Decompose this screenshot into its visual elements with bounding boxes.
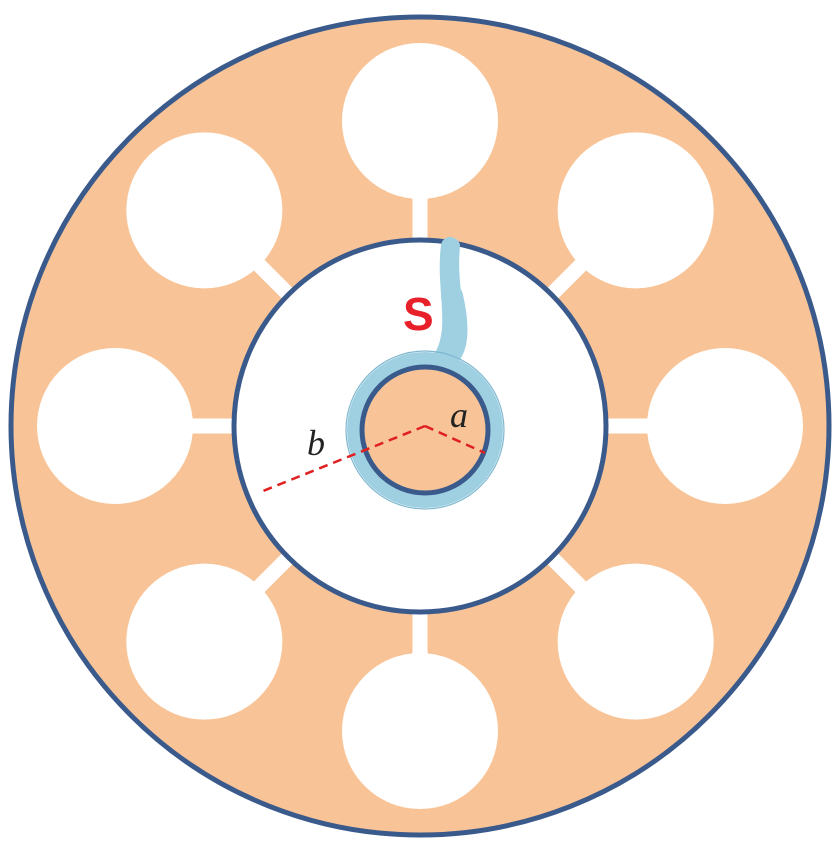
source-label: S: [403, 288, 434, 340]
source-tube-tip: [431, 237, 461, 371]
connector-slot: [250, 547, 299, 596]
connector-slots: [188, 194, 652, 658]
radius-a-line: [424, 424, 486, 455]
connector-slot: [541, 256, 590, 305]
outer-hole: [126, 132, 283, 289]
outer-hole: [37, 348, 193, 504]
outer-hole: [126, 563, 283, 720]
connector-slot: [250, 256, 299, 305]
radius-b-label: b: [307, 423, 325, 463]
source-tube-curl: [432, 354, 502, 444]
connector-slot: [541, 547, 590, 596]
outer-hole: [557, 563, 714, 720]
outer-hole: [342, 653, 498, 809]
outer-hole: [557, 132, 714, 289]
outer-holes: [37, 43, 803, 809]
source-tube-ring-outline: [345, 350, 505, 510]
radius-a-label: a: [450, 395, 468, 435]
outer-hole: [647, 348, 803, 504]
central-core: [359, 364, 491, 496]
outer-hole: [342, 43, 498, 199]
